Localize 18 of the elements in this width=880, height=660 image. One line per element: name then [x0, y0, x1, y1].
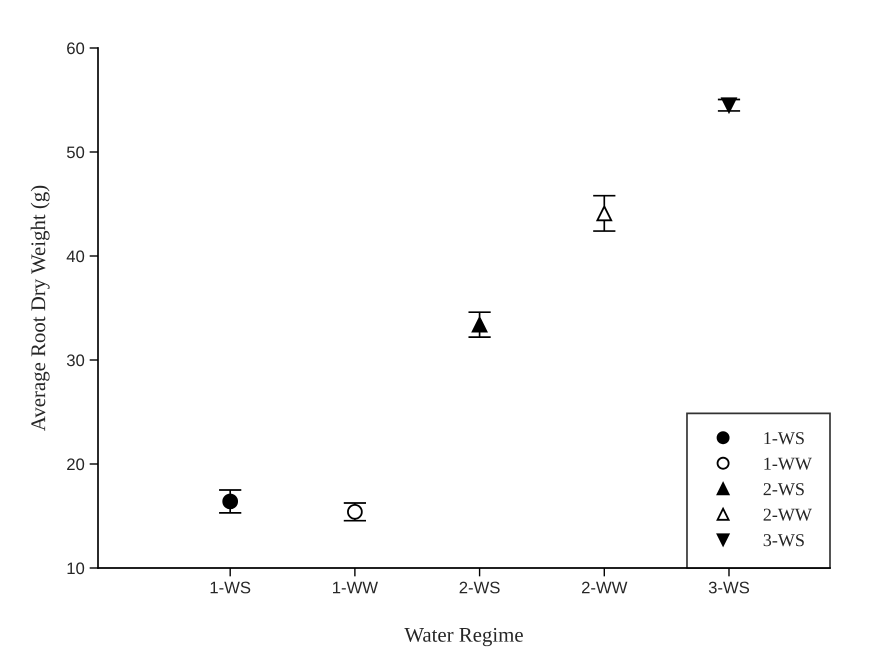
legend-label: 3-WS [764, 534, 804, 546]
y-tick-label: 30 [66, 354, 84, 366]
legend-label: 2-WS [764, 483, 804, 496]
y-tick-label: 60 [67, 42, 84, 54]
x-tick-label: 2-WS [460, 582, 500, 594]
x-tick-label: 3-WS [708, 582, 750, 594]
legend-label: 1-WS [764, 432, 804, 444]
y-tick-label: 20 [67, 458, 84, 470]
legend-label: 2-WW [764, 508, 812, 521]
x-tick-label: 1-WW [333, 582, 378, 594]
x-tick-label: 2-WW [582, 582, 628, 594]
y-tick-label: 10 [68, 562, 84, 574]
y-axis-title: Average Root Dry Weight (g) [30, 186, 50, 431]
x-tick-label: 1-WS [210, 582, 250, 594]
legend-label: 1-WW [764, 458, 812, 470]
x-axis-title: Water Regime [404, 628, 523, 646]
y-tick-label: 50 [66, 146, 84, 158]
y-tick-label: 40 [66, 250, 84, 262]
